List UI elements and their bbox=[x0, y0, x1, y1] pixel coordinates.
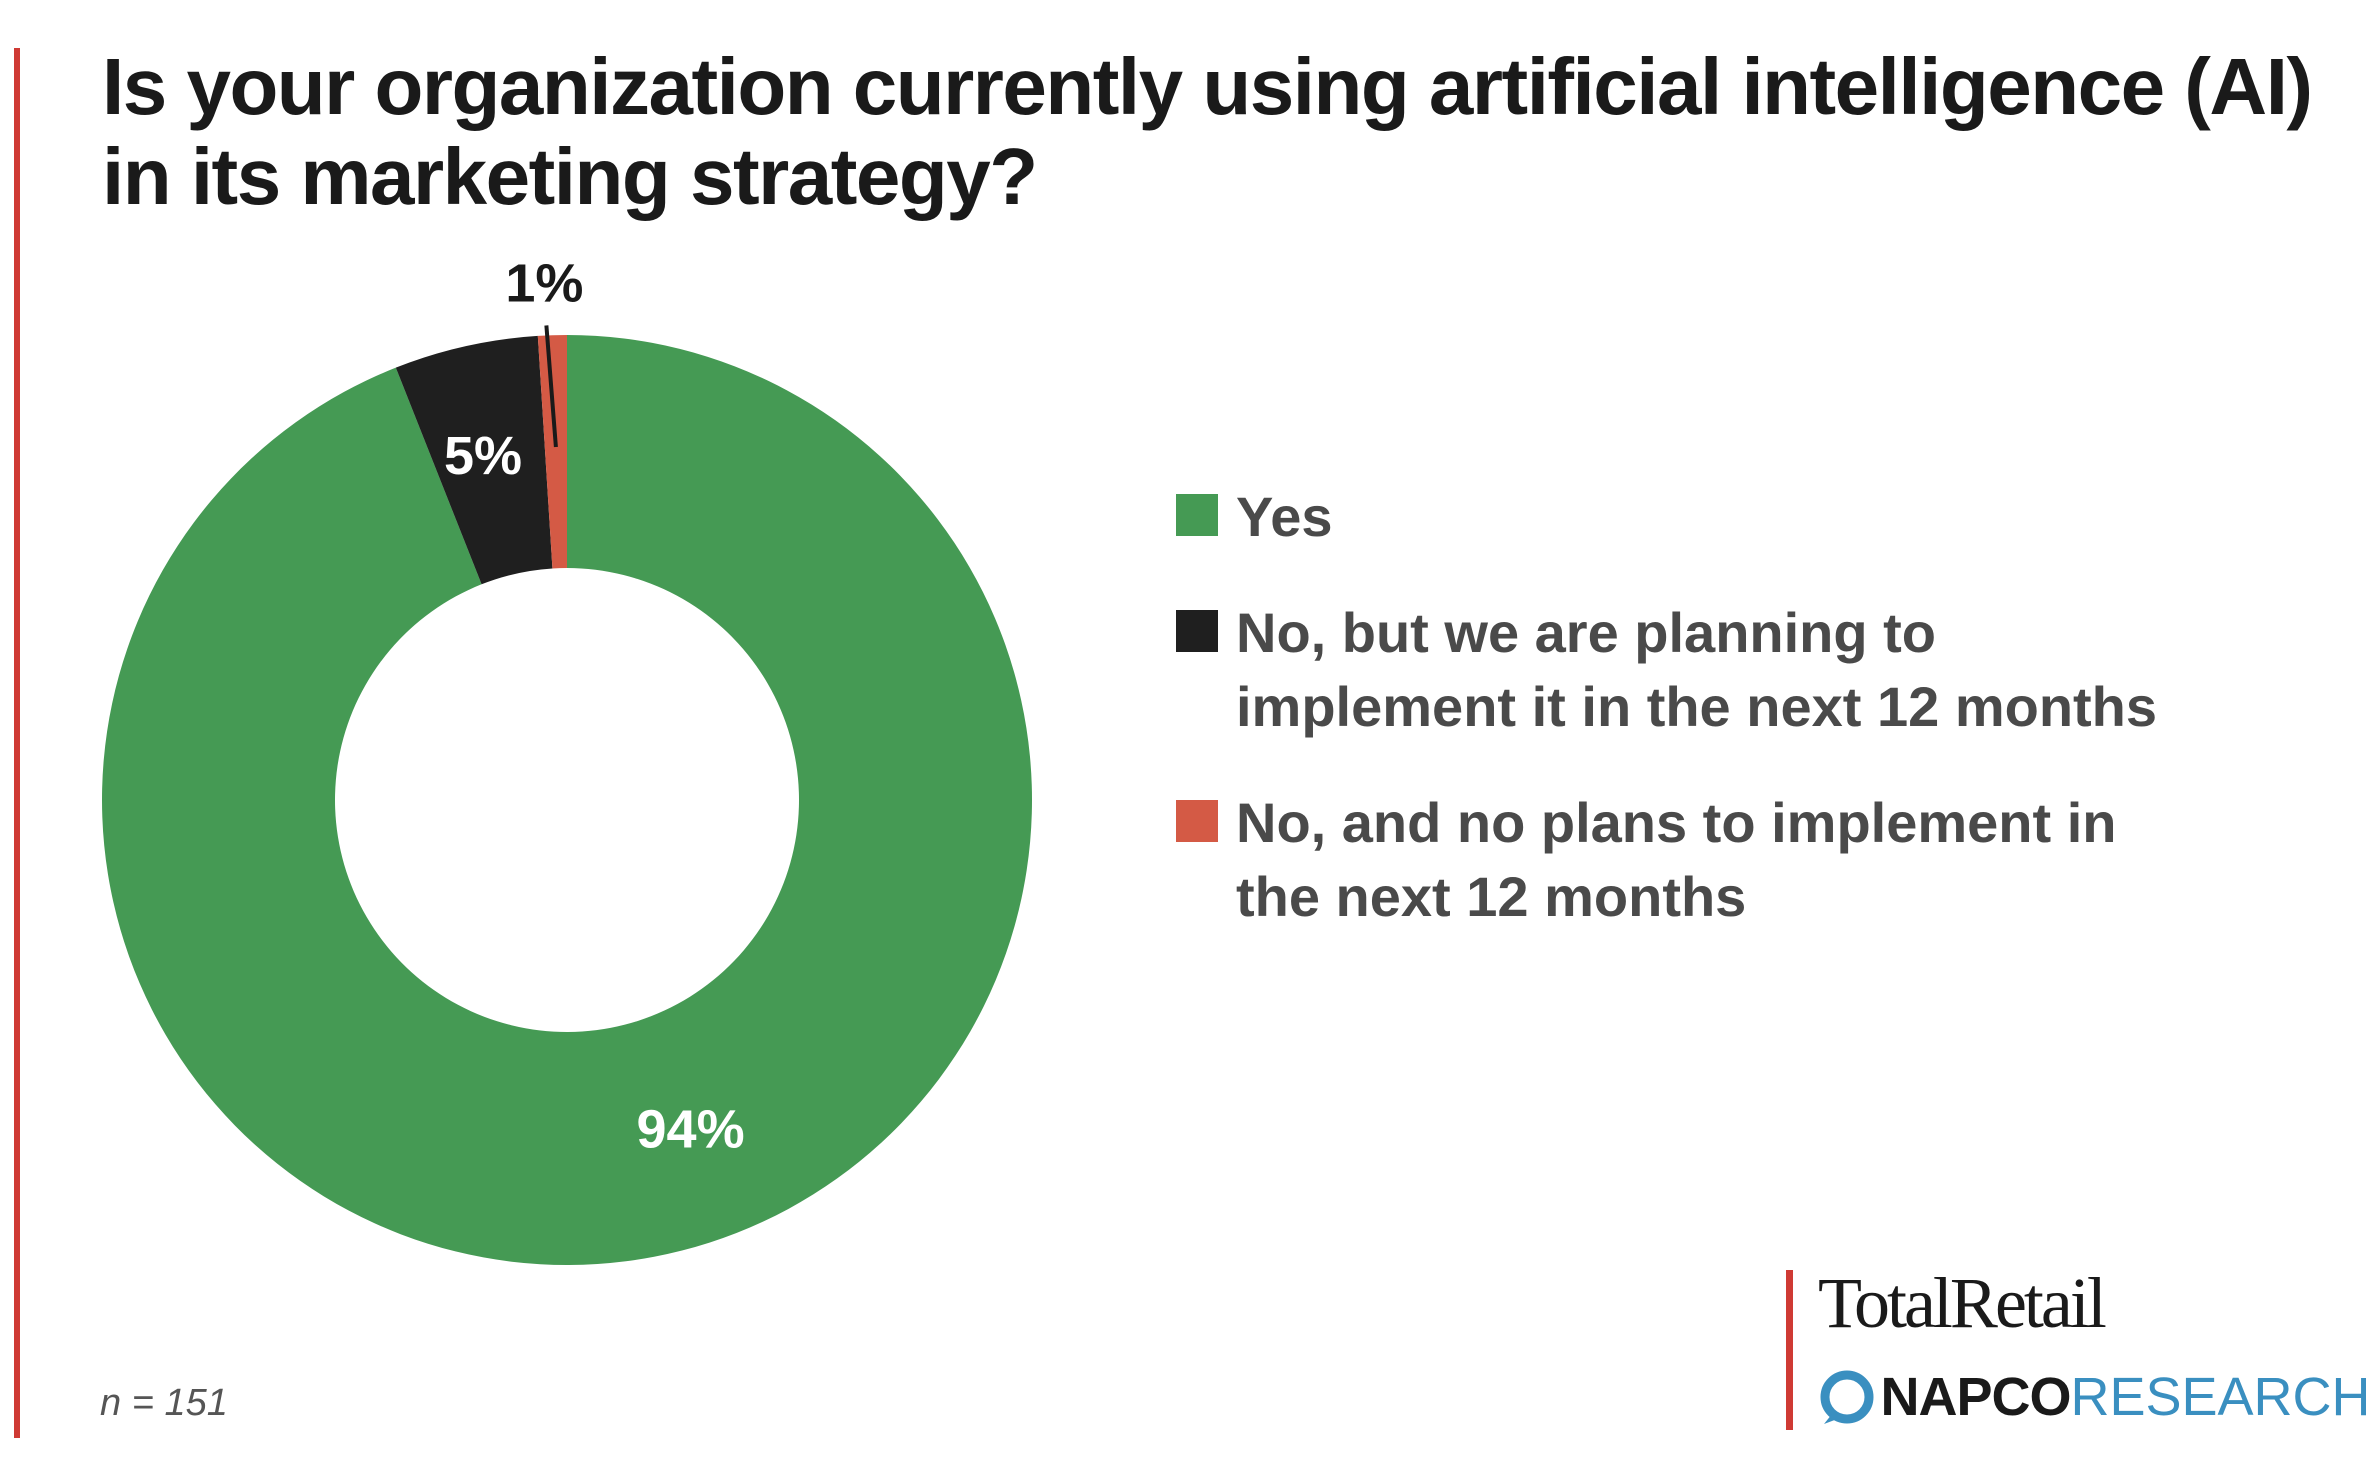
data-label-planning: 5% bbox=[444, 426, 522, 486]
leader-line-no-plans bbox=[544, 325, 558, 448]
napco-wordmark: NAPCO bbox=[1880, 1367, 2071, 1427]
legend-item-no-plans: No, and no plans to implement in the nex… bbox=[1176, 786, 2176, 934]
legend-item-planning: No, but we are planning to implement it … bbox=[1176, 596, 2176, 744]
accent-bar bbox=[14, 48, 20, 1438]
chart-title: Is your organization currently using art… bbox=[102, 42, 2313, 221]
data-label-yes: 94% bbox=[637, 1099, 745, 1159]
legend-swatch-planning bbox=[1176, 610, 1218, 652]
data-label-no-plans: 1% bbox=[505, 254, 583, 314]
slice-no-plans bbox=[537, 335, 567, 569]
legend-swatch-no-plans bbox=[1176, 800, 1218, 842]
napco-research-logo: NAPCORESEARCH bbox=[1818, 1366, 2366, 1427]
total-retail-logo: TotalRetail bbox=[1818, 1263, 2107, 1343]
legend-label-yes: Yes bbox=[1236, 485, 1333, 548]
logo-divider bbox=[1786, 1270, 1793, 1430]
slice-yes bbox=[101, 335, 1032, 1265]
sample-size: n = 151 bbox=[100, 1382, 228, 1424]
legend-swatch-yes bbox=[1176, 494, 1218, 536]
chart-legend: Yes No, but we are planning to implement… bbox=[1176, 480, 2176, 976]
legend-label-no-plans: No, and no plans to implement in the nex… bbox=[1236, 791, 2117, 928]
legend-label-planning: No, but we are planning to implement it … bbox=[1236, 601, 2158, 738]
research-wordmark: RESEARCH bbox=[2070, 1367, 2366, 1427]
napco-ring-icon bbox=[1820, 1370, 1874, 1424]
legend-item-yes: Yes bbox=[1176, 480, 2176, 554]
slice-planning bbox=[395, 335, 553, 585]
